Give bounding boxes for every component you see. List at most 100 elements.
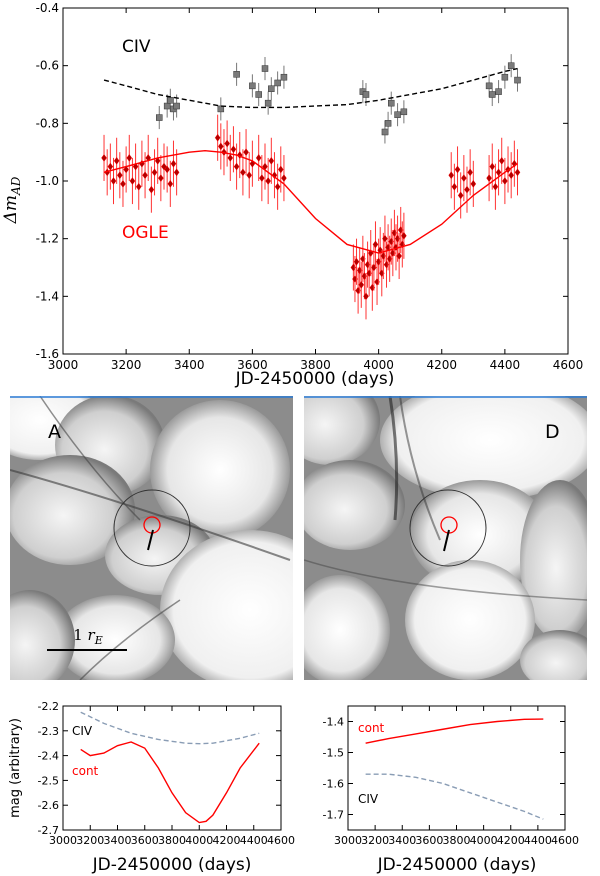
y-tick-label: -1.4 (323, 716, 344, 729)
ogle-point (126, 154, 133, 162)
ogle-point (486, 174, 492, 183)
x-tick-label: 3800 (158, 834, 186, 847)
y-tick-label: -2.4 (38, 750, 59, 763)
civ-point (514, 76, 521, 84)
civ-point (163, 102, 171, 110)
ogle-point (113, 156, 120, 165)
cont-legend-label: cont (358, 721, 385, 735)
ogle-point (129, 177, 136, 185)
civ-point (249, 82, 256, 90)
cont-curve (80, 741, 260, 824)
ogle-point (502, 177, 508, 185)
ogle-point (274, 182, 281, 191)
ogle-point (358, 280, 365, 289)
x-tick-label: 4400 (240, 834, 268, 847)
civ-point (381, 128, 389, 136)
ogle-point (255, 154, 262, 162)
y-tick-label: -1.4 (36, 289, 59, 303)
y-tick-label: -1.2 (36, 232, 59, 246)
ogle-point (167, 179, 174, 188)
ogle-point (470, 179, 477, 188)
y-tick-label: -0.6 (36, 59, 59, 73)
x-tick-label: 4200 (426, 358, 457, 372)
y-tick-label: -2.6 (38, 799, 59, 812)
ogle-point (142, 171, 148, 180)
ogle-annotation: OGLE (122, 223, 169, 243)
ogle-point (498, 156, 505, 165)
ogle-point (218, 142, 224, 151)
ogle-point (271, 171, 278, 180)
ogle-point (107, 162, 114, 171)
x-tick-label: 3000 (334, 834, 362, 847)
ogle-point (492, 182, 499, 191)
source-outer-circle-d (409, 489, 487, 567)
ogle-point (372, 240, 379, 249)
x-tick-label: 3000 (49, 834, 77, 847)
y-tick-label: -2.3 (38, 725, 59, 738)
magnification-map-d (304, 396, 587, 680)
ogle-point (363, 292, 369, 301)
ogle-point (382, 234, 388, 243)
x-tick-label: 4400 (490, 358, 521, 372)
x-tick-label: 3400 (104, 834, 132, 847)
y-tick-label: -1.7 (323, 809, 344, 822)
civ-point (495, 88, 502, 95)
civ-point (507, 62, 515, 69)
bottom-right-panel: 3000 3200 3400 3600 3800 4000 4200 4400 4600 -1.4… (323, 705, 579, 875)
ogle-point (281, 174, 287, 183)
civ-curve (80, 711, 260, 745)
ogle-point (110, 177, 117, 185)
civ-point (167, 97, 174, 104)
ogle-point (454, 165, 461, 174)
ogle-point (259, 174, 265, 183)
ogle-point (230, 145, 237, 154)
y-tick-label: -2.7 (38, 824, 59, 837)
ogle-point (164, 165, 170, 174)
civ-point (501, 73, 509, 81)
y-axis-label: mag (arbitrary) (8, 718, 23, 818)
x-axis-label: JD-2450000 (days) (92, 855, 252, 875)
panel-label-d: D (545, 421, 560, 443)
ogle-point (148, 185, 155, 194)
ogle-point (467, 168, 473, 177)
ogle-point (224, 139, 230, 148)
ogle-point (457, 191, 464, 200)
ogle-point (227, 154, 234, 162)
civ-point (264, 99, 272, 107)
civ-point (274, 79, 281, 87)
x-tick-label: 4200 (213, 834, 241, 847)
x-tick-label: 3200 (76, 834, 104, 847)
y-tick-label: -1.5 (323, 747, 344, 760)
civ-point (217, 105, 225, 113)
ogle-point (151, 168, 158, 177)
x-tick-label: 3400 (174, 358, 205, 372)
ogle-point (451, 182, 458, 191)
ogle-point (508, 171, 514, 180)
civ-point (255, 91, 262, 98)
source-outer-circle-a (113, 489, 191, 567)
ogle-point (514, 168, 521, 177)
ogle-point (123, 165, 129, 174)
ogle-point (158, 174, 164, 183)
cont-legend-label: cont (72, 764, 99, 778)
civ-model-curve (103, 67, 518, 109)
x-tick-label: 4000 (470, 834, 498, 847)
bottom-left-panel: 3000 3200 3400 3600 3800 4000 4200 4400 4600 -2.2… (8, 700, 295, 875)
ogle-point (268, 156, 275, 165)
ogle-point (489, 162, 496, 171)
ogle-point (243, 148, 249, 157)
ogle-point (401, 231, 407, 240)
x-tick-label: 4600 (551, 834, 579, 847)
x-tick-label: 3200 (361, 834, 389, 847)
x-tick-label: 3600 (415, 834, 443, 847)
ogle-point (233, 162, 240, 171)
ogle-point (101, 154, 107, 162)
x-tick-label: 4000 (185, 834, 213, 847)
civ-point (268, 85, 275, 92)
y-tick-label: -2.2 (38, 700, 59, 713)
x-tick-label: 3800 (300, 358, 331, 372)
x-tick-label: 3800 (443, 834, 471, 847)
civ-point (384, 120, 392, 127)
x-tick-label: 4000 (363, 358, 394, 372)
